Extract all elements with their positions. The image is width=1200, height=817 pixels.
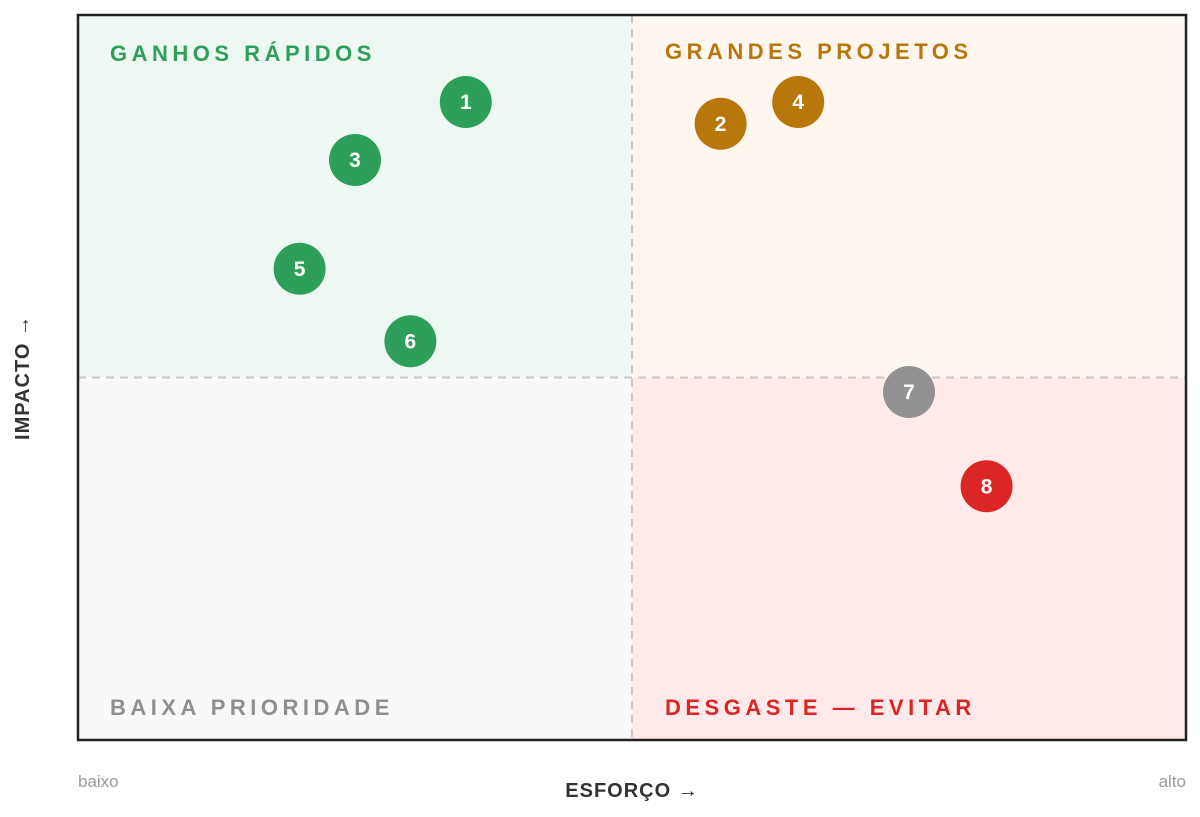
data-point: 7 xyxy=(883,366,935,418)
data-points: 1 2 3 4 5 6 7 8 xyxy=(273,76,1013,513)
data-point-marker xyxy=(384,315,437,368)
data-point-marker xyxy=(960,460,1013,513)
data-point-marker xyxy=(273,242,326,295)
quadrant-thankless-avoid xyxy=(632,377,1186,740)
data-point-label: 8 xyxy=(981,475,993,498)
data-point: 8 xyxy=(960,460,1013,513)
data-point: 5 xyxy=(273,242,326,295)
data-point: 2 xyxy=(694,97,747,150)
data-point-label: 7 xyxy=(903,381,915,404)
quadrant-label-thankless-avoid: DESGASTE — EVITAR xyxy=(665,695,976,720)
plot-frame xyxy=(76,13,1188,742)
quadrant-label-quick-wins: GANHOS RÁPIDOS xyxy=(110,41,376,66)
data-point-label: 5 xyxy=(294,258,306,281)
data-point-label: 4 xyxy=(792,91,804,114)
data-point-label: 2 xyxy=(715,113,727,136)
data-point-label: 3 xyxy=(349,149,361,172)
quadrant-big-projects xyxy=(632,15,1186,378)
x-axis-low-label: baixo xyxy=(78,772,119,791)
data-point: 6 xyxy=(384,315,437,368)
data-point: 1 xyxy=(439,76,492,128)
data-point: 3 xyxy=(329,134,381,186)
quadrant-label-low-priority: BAIXA PRIORIDADE xyxy=(110,695,394,720)
y-axis-title: IMPACTO → xyxy=(12,315,34,440)
data-point-label: 1 xyxy=(460,91,472,114)
quadrant-low-priority xyxy=(78,377,632,740)
quadrant-quick-wins xyxy=(78,15,632,378)
data-point-marker xyxy=(772,76,825,128)
x-axis-high-label: alto xyxy=(1159,772,1186,791)
data-point-label: 6 xyxy=(405,330,417,353)
x-axis-title: ESFORÇO → xyxy=(565,780,698,802)
quadrant-backgrounds xyxy=(78,15,1186,740)
data-point: 4 xyxy=(772,76,825,128)
data-point-marker xyxy=(883,366,935,418)
data-point-marker xyxy=(439,76,492,128)
quadrant-label-big-projects: GRANDES PROJETOS xyxy=(665,39,973,64)
data-point-marker xyxy=(329,134,381,186)
data-point-marker xyxy=(694,97,747,150)
